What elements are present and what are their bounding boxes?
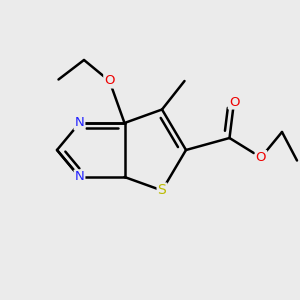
- Text: N: N: [75, 116, 84, 130]
- Text: O: O: [256, 151, 266, 164]
- Text: O: O: [104, 74, 115, 88]
- Text: O: O: [229, 95, 239, 109]
- Text: S: S: [158, 184, 166, 197]
- Text: N: N: [75, 170, 84, 184]
